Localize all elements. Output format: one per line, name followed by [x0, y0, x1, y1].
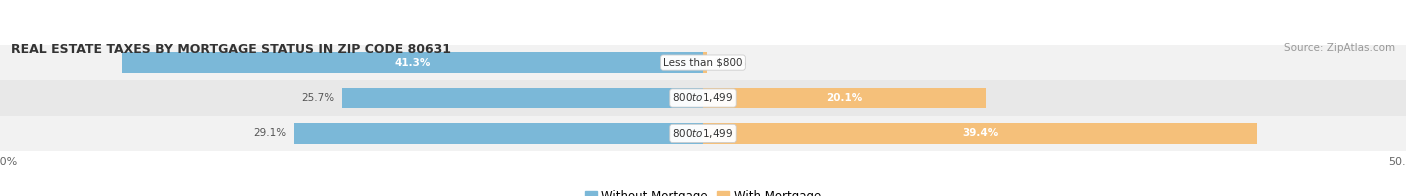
Bar: [0, 116, 1406, 151]
Bar: [703, 52, 707, 73]
Bar: [122, 52, 703, 73]
Text: Source: ZipAtlas.com: Source: ZipAtlas.com: [1284, 43, 1395, 53]
Text: $800 to $1,499: $800 to $1,499: [672, 127, 734, 140]
Text: $800 to $1,499: $800 to $1,499: [672, 92, 734, 104]
Bar: [0, 80, 1406, 116]
Bar: [703, 88, 986, 108]
Bar: [703, 123, 1257, 144]
Bar: [342, 88, 703, 108]
Text: 20.1%: 20.1%: [827, 93, 862, 103]
Text: Less than $800: Less than $800: [664, 58, 742, 68]
Legend: Without Mortgage, With Mortgage: Without Mortgage, With Mortgage: [581, 185, 825, 196]
Text: 39.4%: 39.4%: [962, 128, 998, 138]
Text: 41.3%: 41.3%: [395, 58, 430, 68]
Bar: [294, 123, 703, 144]
Text: 0.27%: 0.27%: [714, 58, 747, 68]
Text: REAL ESTATE TAXES BY MORTGAGE STATUS IN ZIP CODE 80631: REAL ESTATE TAXES BY MORTGAGE STATUS IN …: [11, 43, 451, 56]
Bar: [0, 45, 1406, 80]
Text: 29.1%: 29.1%: [253, 128, 287, 138]
Text: 25.7%: 25.7%: [301, 93, 335, 103]
